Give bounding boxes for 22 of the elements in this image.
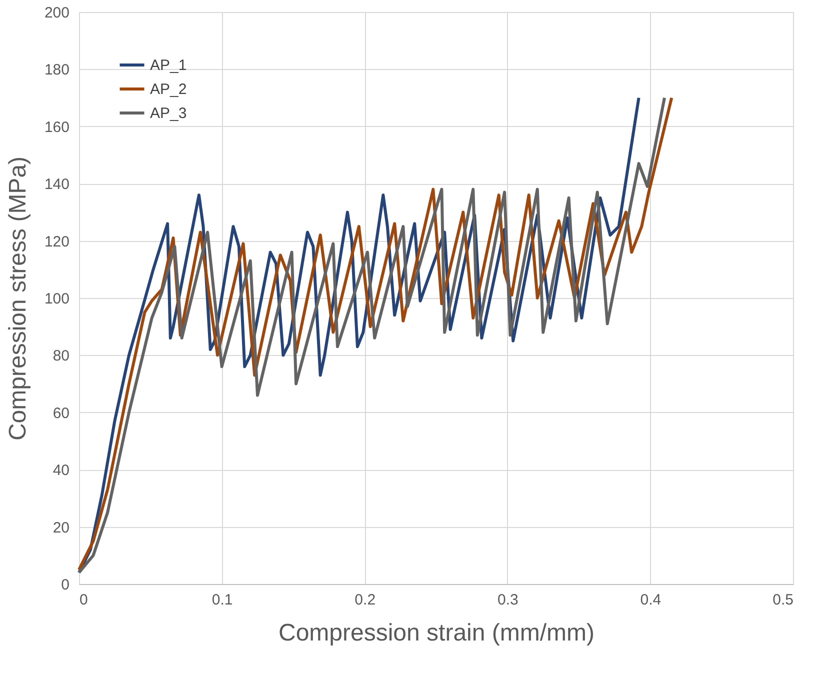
- y-tick-label: 20: [52, 519, 70, 536]
- y-tick-label: 120: [44, 233, 70, 250]
- x-tick-label: 0: [80, 592, 88, 608]
- legend-label: AP_2: [150, 81, 187, 98]
- y-tick-label: 180: [44, 62, 70, 79]
- y-tick-label: 200: [44, 4, 70, 22]
- x-tick-label: 0.3: [497, 592, 518, 608]
- legend-label: AP_3: [150, 105, 187, 122]
- y-tick-label: 140: [44, 176, 70, 194]
- y-axis-title: Compression stress (MPa): [4, 156, 32, 441]
- x-tick-label: 0.1: [212, 592, 233, 608]
- x-tick-label: 0.4: [640, 592, 662, 608]
- legend-label: AP_1: [150, 57, 187, 74]
- x-axis-title: Compression strain (mm/mm): [278, 620, 595, 646]
- x-tick-label: 0.5: [772, 592, 794, 608]
- y-tick-label: 0: [61, 576, 70, 594]
- y-tick-label: 60: [52, 404, 70, 422]
- y-tick-label: 100: [44, 290, 70, 308]
- y-tick-label: 80: [52, 348, 70, 365]
- y-tick-label: 40: [52, 462, 70, 480]
- y-tick-label: 160: [44, 118, 70, 136]
- x-tick-label: 0.2: [354, 592, 376, 608]
